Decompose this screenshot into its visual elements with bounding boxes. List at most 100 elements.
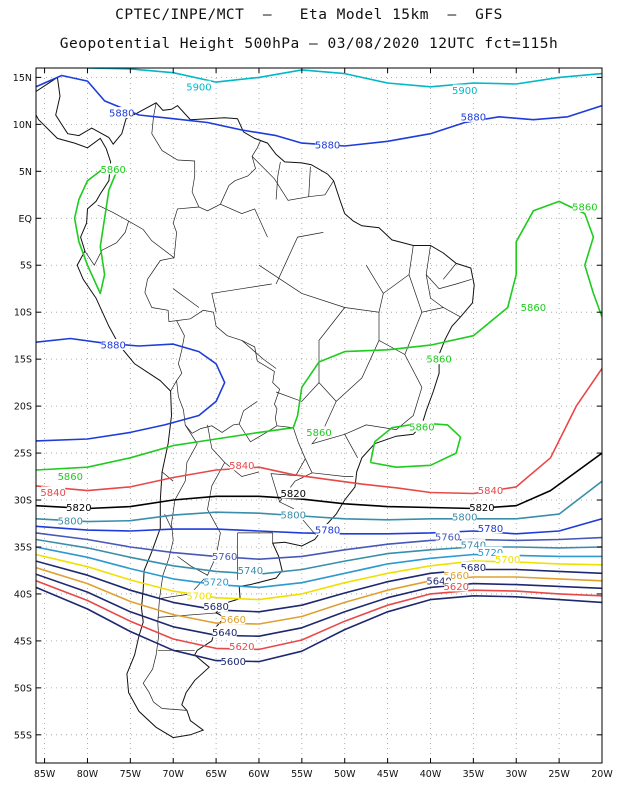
contour-5680 (36, 560, 602, 613)
lat-tick-label: 40S (14, 589, 32, 600)
contour-5620 (36, 580, 602, 651)
contour-label-bg (307, 426, 331, 438)
title-line-2: Geopotential Height 500hPa – 03/08/2020 … (59, 36, 559, 52)
contour-label-5860: 5860 (521, 303, 546, 314)
contour-label-5840: 5840 (478, 486, 503, 497)
contour-label-bg (427, 353, 452, 365)
contour-5860 (73, 166, 119, 295)
country-border (443, 263, 457, 280)
contour-label-5640: 5640 (426, 576, 451, 587)
contour-label-5820: 5820 (469, 503, 494, 514)
lon-tick-label: 40W (420, 769, 442, 780)
contour-label-bg (452, 84, 477, 96)
lat-tick-label: 5N (19, 167, 32, 178)
contour-label-5860: 5860 (572, 203, 597, 214)
country-border (308, 166, 311, 197)
lon-tick-label: 50W (334, 769, 356, 780)
contour-label-bg (444, 569, 469, 581)
contour-label-5880: 5880 (315, 141, 340, 152)
contour-label-bg (221, 655, 246, 667)
country-border (258, 264, 384, 313)
contour-label-5860: 5860 (306, 428, 331, 439)
lat-tick-label: 35S (14, 542, 32, 553)
country-border (97, 204, 199, 259)
contour-label-bg (452, 510, 477, 522)
lat-tick-label: 20S (14, 402, 32, 413)
contour-5840 (36, 368, 602, 495)
contour-label-bg (409, 420, 434, 432)
lon-tick-label: 35W (463, 769, 485, 780)
lat-tick-label: 25S (14, 449, 32, 460)
country-border (312, 472, 354, 477)
country-border (275, 232, 324, 285)
country-border (238, 423, 278, 443)
contour-5640 (36, 573, 602, 637)
lat-tick-label: 15S (14, 355, 32, 366)
contour-label-bg (444, 580, 469, 592)
country-border (318, 307, 380, 402)
lat-tick-label: 10N (13, 120, 32, 131)
contour-label-5660: 5660 (221, 615, 246, 626)
axis-ticks: 15N 10N 5N EQ 5S 10S 15S 20S 25S 30S 35S 40S 45S 50S 5… (13, 68, 613, 780)
contour-label-bg (101, 163, 126, 175)
contour-label-5800: 5800 (58, 516, 83, 527)
contour-label-bg (281, 487, 306, 499)
contour-label-bg (204, 575, 229, 587)
contour-label-bg (495, 553, 520, 565)
contour-label-5740: 5740 (238, 566, 263, 577)
country-border (344, 434, 358, 458)
contour-label-bg (186, 80, 211, 92)
contour-label-bg (478, 484, 503, 496)
contour-label-5760: 5760 (435, 532, 460, 543)
contour-label-5700: 5700 (495, 555, 520, 566)
country-border (144, 257, 185, 392)
country-border (176, 380, 258, 434)
contour-label-bg (315, 139, 340, 151)
country-border (220, 203, 268, 238)
coastline (36, 76, 475, 739)
contour-label-bg (204, 600, 229, 612)
contour-label-5740: 5740 (461, 541, 486, 552)
contour-label-bg (521, 301, 546, 313)
contour-label-5800: 5800 (452, 513, 477, 524)
contour-label-5840: 5840 (40, 488, 65, 499)
contour-label-bg (461, 110, 486, 122)
contour-label-5880: 5880 (461, 112, 486, 123)
contour-label-bg (238, 564, 263, 576)
contour-label-5900: 5900 (186, 82, 211, 93)
contour-label-bg (478, 522, 503, 534)
contour-label-5780: 5780 (478, 524, 503, 535)
lat-tick-label: 30S (14, 496, 32, 507)
contour-label-5760: 5760 (212, 552, 237, 563)
contour-label-5720: 5720 (203, 577, 228, 588)
contour-label-5780: 5780 (315, 526, 340, 537)
contour-label-5880: 5880 (109, 109, 134, 120)
lon-tick-label: 20W (591, 769, 613, 780)
country-border (157, 612, 221, 618)
lat-tick-label: 45S (14, 636, 32, 647)
contour-label-bg (58, 514, 83, 526)
country-border (425, 274, 444, 308)
country-border (251, 156, 334, 201)
contour-label-5860: 5860 (409, 422, 434, 433)
contour-label-bg (109, 107, 134, 119)
contour-label-bg (66, 501, 91, 513)
contour-label-5620: 5620 (229, 642, 254, 653)
country-border (383, 245, 414, 294)
contour-label-5860: 5860 (58, 472, 83, 483)
contour-label-5840: 5840 (229, 461, 254, 472)
contour-label-bg (478, 546, 503, 558)
contour-label-bg (281, 509, 306, 521)
lon-tick-label: 70W (162, 769, 184, 780)
contour-label-5720: 5720 (478, 548, 503, 559)
country-border (161, 471, 174, 482)
contour-5860 (36, 200, 602, 471)
map-frame (35, 67, 603, 764)
contour-label-bg (101, 339, 126, 351)
contour-label-5860: 5860 (100, 165, 125, 176)
contour-label-5860: 5860 (426, 355, 451, 366)
contour-5660 (36, 566, 602, 625)
contour-5760 (36, 532, 602, 560)
lon-tick-label: 65W (205, 769, 227, 780)
contour-label-bg (186, 589, 211, 601)
